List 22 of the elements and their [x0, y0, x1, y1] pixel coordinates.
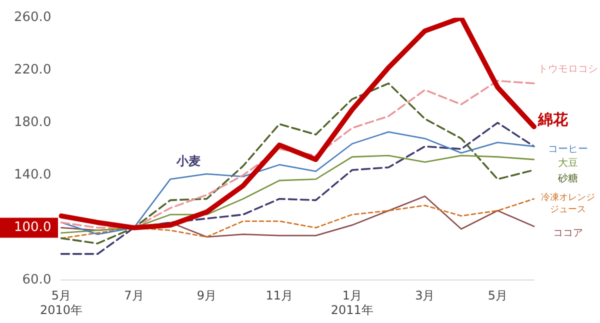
y-tick-label: 100.0	[14, 220, 52, 236]
x-tick-label: 11月	[266, 288, 294, 303]
series-label: トウモロコシ	[538, 64, 598, 75]
x-tick-label: 7月	[124, 288, 144, 303]
y-tick-label: 60.0	[22, 272, 52, 288]
series-label: 冷凍オレンジジュース	[541, 192, 595, 216]
x-tick-label: 5月	[488, 288, 508, 303]
x-tick-label: 3月	[415, 288, 435, 303]
y-tick-label: 180.0	[14, 115, 52, 130]
line-series	[60, 122, 535, 255]
text: 砂糖	[557, 172, 578, 185]
text: 大豆	[558, 157, 578, 170]
x-tick-label: 9月	[196, 288, 217, 303]
x-tick-label: 5月 2010年	[40, 288, 82, 317]
series-label: ココア	[553, 228, 583, 239]
series-label: 綿花	[537, 110, 569, 129]
x-tick-label: 1月 2011年	[330, 288, 374, 317]
text: 小麦	[176, 154, 201, 168]
series-label: コーヒー	[548, 144, 588, 155]
y-tick-label: 220.0	[14, 62, 52, 78]
y-tick-label: 140.0	[14, 168, 52, 183]
y-tick-label: 260.0	[14, 10, 52, 26]
